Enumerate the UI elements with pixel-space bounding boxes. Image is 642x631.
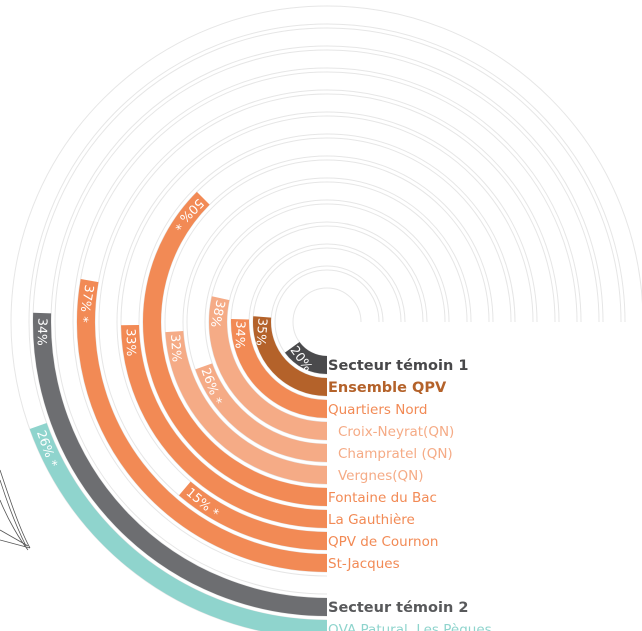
grid-ring	[160, 155, 494, 489]
category-label: La Gauthière	[328, 512, 415, 528]
grid-ring	[54, 49, 600, 595]
grid-ring	[28, 23, 626, 621]
value-label: 35%	[253, 318, 270, 347]
grid-ring	[292, 287, 362, 357]
grid-ring	[72, 67, 582, 577]
category-label: Champratel (QN)	[338, 446, 453, 462]
grid-ring	[270, 265, 384, 379]
value-label: 33%	[124, 328, 139, 356]
category-label: Fontaine du Bac	[328, 490, 437, 506]
value-label: 32%	[168, 334, 185, 363]
grid-ring	[94, 89, 560, 555]
value-label: 34%	[35, 318, 51, 346]
bar	[209, 296, 328, 440]
bar	[121, 324, 328, 528]
grid-ring	[138, 133, 516, 511]
grid-ring	[182, 177, 472, 467]
category-label: Quartiers Nord	[328, 402, 427, 418]
category-label: Secteur témoin 2	[328, 600, 468, 616]
grid-ring	[204, 199, 450, 445]
bars: 20% Secteur témoin 135%Ensemble QPV34%Qua…	[29, 191, 492, 631]
value-label: 34%	[233, 321, 249, 349]
category-label: QPV de Cournon	[328, 534, 438, 550]
grid-ring	[248, 243, 406, 401]
category-label: Secteur témoin 1	[328, 358, 468, 374]
category-label: QVA Patural, Les Pègues	[328, 622, 492, 631]
bar	[33, 312, 328, 616]
bar	[253, 316, 328, 396]
category-label: Ensemble QPV	[328, 380, 447, 396]
grid-ring	[116, 111, 538, 533]
value-label: 38%	[208, 299, 229, 330]
value-label: 37% *	[76, 284, 97, 324]
bar	[165, 330, 328, 484]
bar	[178, 481, 328, 550]
bar	[195, 363, 328, 462]
bar	[29, 422, 328, 631]
grid-ring	[226, 221, 428, 423]
bar	[77, 279, 328, 572]
grid-ring	[50, 45, 604, 599]
bar	[231, 318, 328, 418]
bar	[284, 341, 328, 374]
category-label: Croix-Neyrat(QN)	[338, 424, 454, 440]
grid-ring	[98, 93, 556, 551]
category-label: Vergnes(QN)	[338, 468, 424, 484]
sketch	[0, 469, 31, 551]
category-label: St-Jacques	[328, 556, 400, 572]
bar	[143, 191, 328, 506]
